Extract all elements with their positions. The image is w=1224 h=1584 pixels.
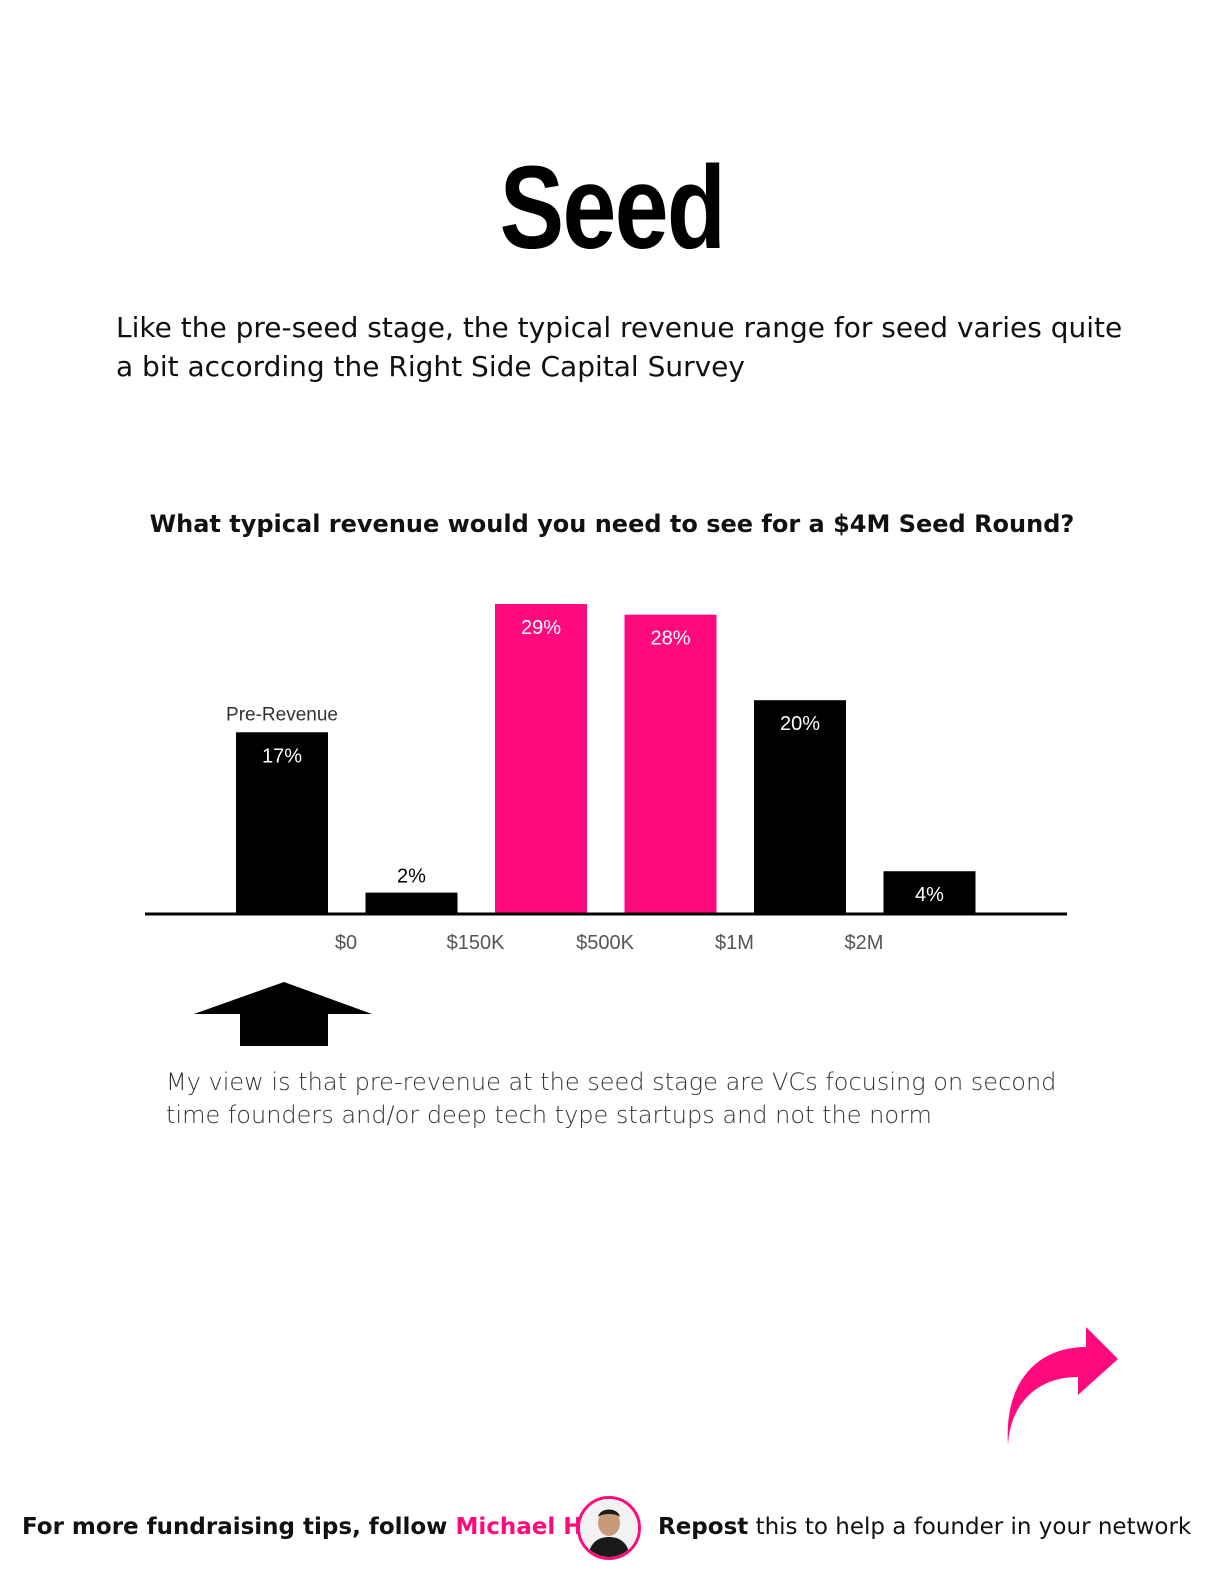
bar-3 (495, 604, 587, 914)
bar-value-label: 28% (650, 628, 690, 650)
bar-1 (236, 732, 328, 914)
note-text: My view is that pre-revenue at the seed … (166, 1068, 1057, 1129)
repost-label[interactable]: Repost (658, 1514, 749, 1540)
share-arrow-icon[interactable] (1000, 1325, 1124, 1451)
x-tick-label: $1M (715, 932, 754, 954)
repost-rest: this to help a founder in your network (748, 1514, 1192, 1540)
x-tick-label: $500K (576, 932, 634, 954)
intro-text: Like the pre-seed stage, the typical rev… (116, 311, 1123, 383)
follow-text: For more fundraising tips, follow Michae… (22, 1514, 598, 1540)
bar-value-label: 17% (262, 745, 302, 767)
avatar[interactable] (577, 1496, 641, 1560)
avatar-portrait-icon (580, 1499, 638, 1557)
bar-2 (365, 892, 458, 914)
page-title: Seed (499, 142, 726, 274)
bar-6 (883, 871, 976, 914)
revenue-bar-chart: 17% Pre-Revenue 2% 29% 28% 20% 4% $0 $150K $500K… (145, 604, 1067, 954)
bar-value-label: 2% (397, 866, 426, 888)
x-tick-label: $150K (447, 932, 505, 954)
bar-4 (624, 614, 717, 914)
footer: For more fundraising tips, follow Michae… (0, 1496, 1224, 1566)
up-arrow-icon (194, 982, 372, 1046)
follow-prefix: For more fundraising tips, follow (22, 1514, 456, 1540)
chart-title: What typical revenue would you need to s… (149, 510, 1075, 538)
bar-5 (754, 700, 846, 914)
bar-value-label: 4% (915, 884, 944, 906)
repost-text: Repost this to help a founder in your ne… (658, 1514, 1191, 1540)
x-tick-label: $2M (845, 932, 884, 954)
author-link[interactable]: Michael Ho (455, 1514, 599, 1540)
bar-value-label: 29% (521, 617, 561, 639)
x-tick-label: $0 (335, 932, 357, 954)
bar-value-label: 20% (780, 713, 820, 735)
pre-revenue-label: Pre-Revenue (226, 704, 338, 725)
